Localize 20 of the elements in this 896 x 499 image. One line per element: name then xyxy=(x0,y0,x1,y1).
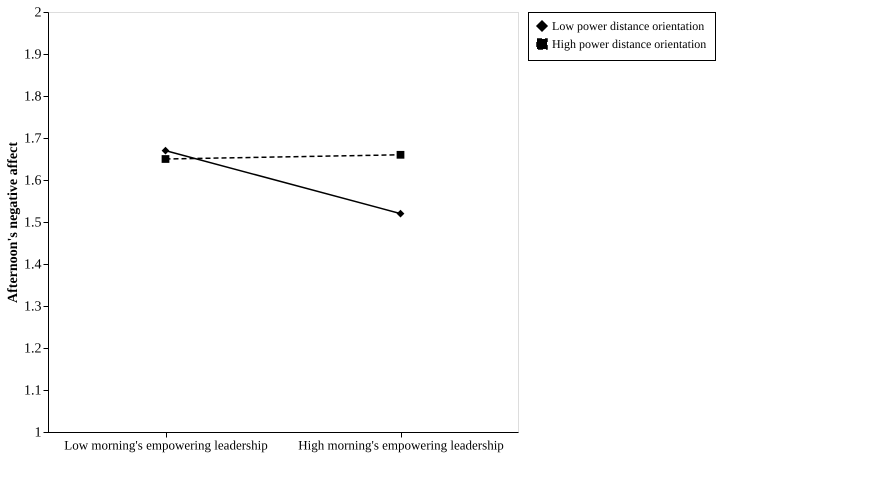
y-tick-label: 1.5 xyxy=(24,216,42,230)
point xyxy=(396,210,404,218)
y-tick-label: 1.4 xyxy=(24,258,42,272)
x-tick-label: Low morning's empowering leadership xyxy=(64,438,268,452)
point xyxy=(162,155,170,163)
y-axis-title: Afternoon's negative affect xyxy=(6,142,21,303)
y-tick-label: 1 xyxy=(34,426,42,440)
x-tick-label: High morning's empowering leadership xyxy=(298,438,504,452)
y-tick-label: 1.8 xyxy=(24,90,42,104)
y-tick-label: 2 xyxy=(34,6,42,20)
y-tick-label: 1.2 xyxy=(24,342,42,356)
point xyxy=(162,146,170,154)
y-tick-label: 1.9 xyxy=(24,48,42,62)
legend-label: High power distance orientation xyxy=(552,37,706,51)
point xyxy=(396,150,404,159)
y-tick-label: 1.3 xyxy=(24,300,42,314)
y-tick-label: 1.7 xyxy=(24,132,42,146)
legend-label: Low power distance orientation xyxy=(552,19,704,33)
y-tick-label: 1.6 xyxy=(24,174,42,188)
y-tick-label: 1.1 xyxy=(24,384,42,398)
